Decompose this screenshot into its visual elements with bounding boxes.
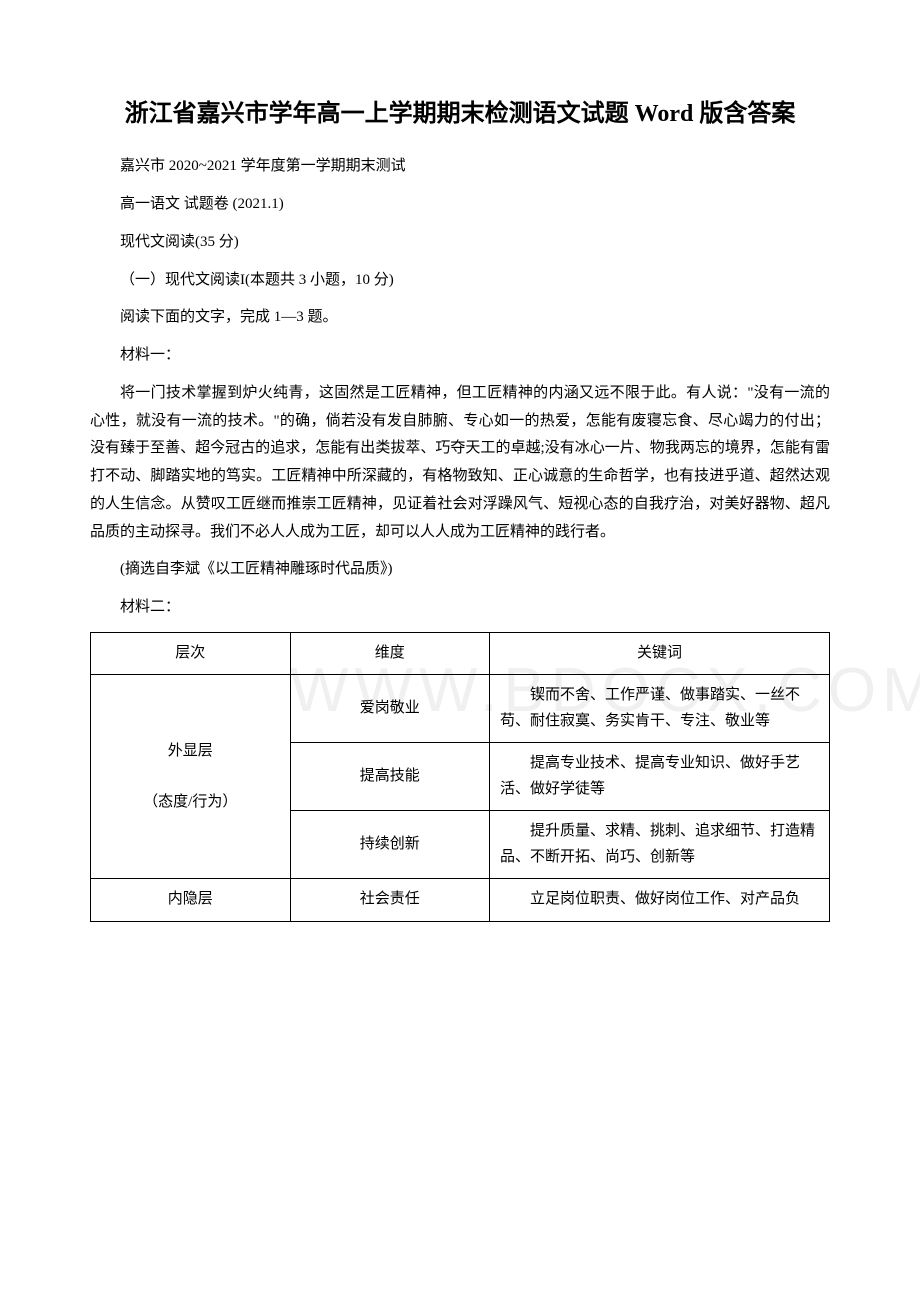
material1-body: 将一门技术掌握到炉火纯青，这固然是工匠精神，但工匠精神的内涵又远不限于此。有人说… xyxy=(90,380,830,547)
table-cell-dim4: 社会责任 xyxy=(290,879,490,922)
layer1-line2: （态度/行为） xyxy=(143,794,237,810)
table-header-col1: 层次 xyxy=(91,632,291,675)
table-row: 外显层 （态度/行为） 爱岗敬业 锲而不舍、工作严谨、做事踏实、一丝不苟、耐住寂… xyxy=(91,675,830,743)
table-cell-dim2: 提高技能 xyxy=(290,743,490,811)
table-header-row: 层次 维度 关键词 xyxy=(91,632,830,675)
table-cell-dim3: 持续创新 xyxy=(290,811,490,879)
exam-info: 高一语文 试题卷 (2021.1) xyxy=(90,191,830,219)
table-cell-layer1: 外显层 （态度/行为） xyxy=(91,675,291,879)
instruction: 阅读下面的文字，完成 1—3 题。 xyxy=(90,304,830,332)
section-reading-sub: （一）现代文阅读I(本题共 3 小题，10 分) xyxy=(90,267,830,295)
table-cell-kw3: 提升质量、求精、挑刺、追求细节、打造精品、不断开拓、尚巧、创新等 xyxy=(490,811,830,879)
material1-label: 材料一： xyxy=(90,342,830,370)
table-header-col3: 关键词 xyxy=(490,632,830,675)
table-row: 内隐层 社会责任 立足岗位职责、做好岗位工作、对产品负 xyxy=(91,879,830,922)
table-cell-kw1: 锲而不舍、工作严谨、做事踏实、一丝不苟、耐住寂寞、务实肯干、专注、敬业等 xyxy=(490,675,830,743)
section-reading-heading: 现代文阅读(35 分) xyxy=(90,229,830,257)
document-content: WWW.BDOCX.COM 浙江省嘉兴市学年高一上学期期末检测语文试题 Word… xyxy=(90,95,830,922)
table-cell-dim1: 爱岗敬业 xyxy=(290,675,490,743)
table-header-col2: 维度 xyxy=(290,632,490,675)
material2-label: 材料二： xyxy=(90,594,830,622)
material2-table: 层次 维度 关键词 外显层 （态度/行为） 爱岗敬业 锲而不舍、工作严谨、做事踏… xyxy=(90,632,830,922)
layer1-line1: 外显层 xyxy=(168,743,213,759)
table-cell-kw4: 立足岗位职责、做好岗位工作、对产品负 xyxy=(490,879,830,922)
subtitle: 嘉兴市 2020~2021 学年度第一学期期末测试 xyxy=(90,153,830,181)
table-cell-layer2: 内隐层 xyxy=(91,879,291,922)
document-title: 浙江省嘉兴市学年高一上学期期末检测语文试题 Word 版含答案 xyxy=(90,95,830,133)
table-cell-kw2: 提高专业技术、提高专业知识、做好手艺活、做好学徒等 xyxy=(490,743,830,811)
material1-source: (摘选自李斌《以工匠精神雕琢时代品质》) xyxy=(90,556,830,584)
